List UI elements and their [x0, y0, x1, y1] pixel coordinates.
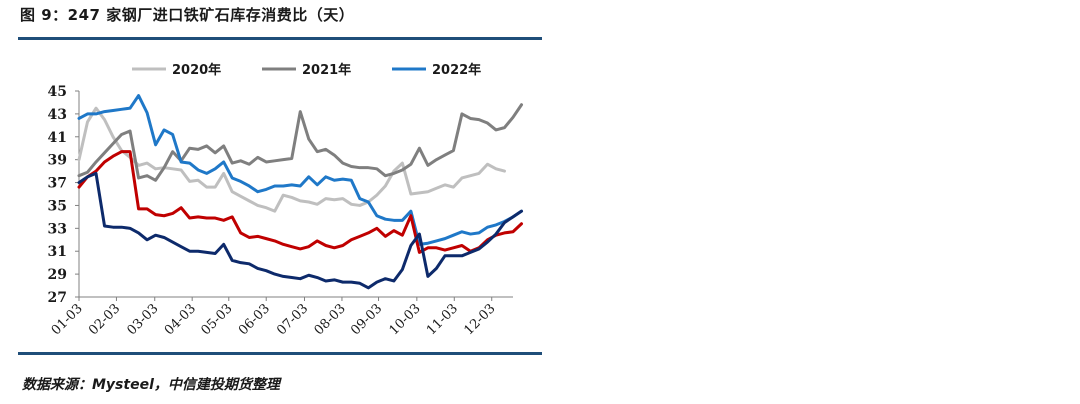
y-tick-label: 45 — [48, 84, 67, 100]
x-tick-label: 05-03 — [198, 301, 235, 338]
x-tick-label: 01-03 — [49, 301, 86, 338]
x-tick-label: 12-03 — [461, 301, 498, 338]
x-tick-label: 07-03 — [274, 301, 311, 338]
x-tick-label: 04-03 — [162, 301, 199, 338]
y-tick-label: 31 — [48, 244, 67, 260]
y-tick-label: 33 — [48, 221, 67, 237]
series-line-1 — [77, 103, 524, 182]
series-line-2 — [77, 94, 524, 246]
x-tick-label: 09-03 — [348, 301, 385, 338]
series-line-3 — [77, 150, 524, 254]
x-tick-label: 10-03 — [387, 301, 424, 338]
y-tick-label: 39 — [48, 153, 67, 169]
legend-label: 2022年 — [432, 62, 481, 78]
series-line-0 — [77, 106, 506, 213]
x-tick-label: 06-03 — [236, 301, 273, 338]
x-tick-label: 03-03 — [124, 301, 161, 338]
series-line-4 — [77, 171, 524, 290]
source-note: 数据来源：Mysteel，中信建投期货整理 — [22, 377, 280, 393]
bottom-rule — [18, 352, 542, 355]
legend-label: 2020年 — [172, 62, 221, 78]
line-chart: 2020年 2021年 2022年 27 29 31 33 35 37 39 41 43 45 01-… — [48, 62, 524, 338]
y-tick-label: 41 — [48, 130, 67, 146]
y-axis: 27 29 31 33 35 37 39 41 43 45 — [48, 84, 80, 306]
y-tick-label: 27 — [48, 290, 67, 306]
legend-label: 2021年 — [302, 62, 351, 78]
top-rule — [18, 37, 542, 40]
series-group — [77, 94, 524, 290]
y-tick-label: 35 — [48, 198, 67, 214]
x-tick-label: 08-03 — [312, 301, 349, 338]
legend: 2020年 2021年 2022年 — [132, 62, 481, 78]
x-tick-label: 11-03 — [424, 301, 461, 338]
y-tick-label: 37 — [48, 176, 67, 192]
chart-title: 图 9：247 家钢厂进口铁矿石库存消费比（天） — [20, 6, 355, 24]
y-tick-label: 29 — [48, 267, 67, 283]
y-tick-label: 43 — [48, 107, 67, 123]
x-tick-label: 02-03 — [86, 301, 123, 338]
x-axis: 01-03 02-03 03-03 04-03 05-03 06-03 07-03 08-03… — [49, 296, 513, 338]
